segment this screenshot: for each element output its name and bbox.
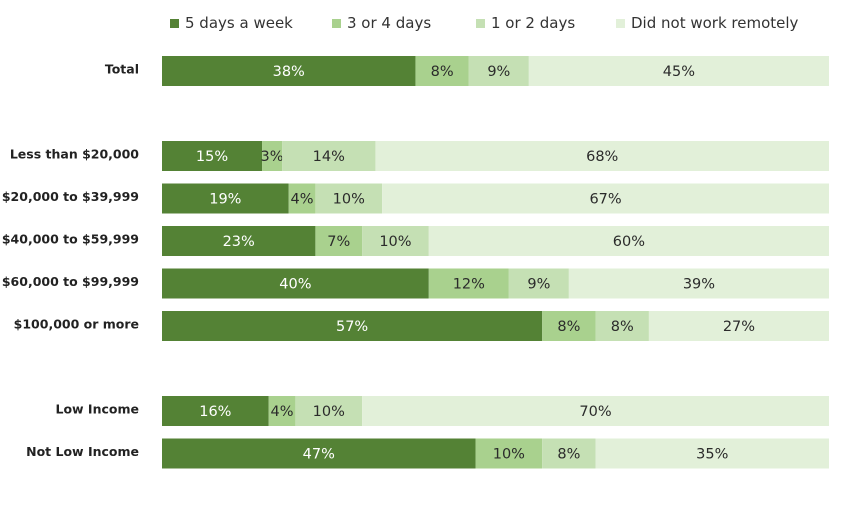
- row-label: Not Low Income: [26, 444, 139, 459]
- data-label: 27%: [723, 319, 755, 335]
- data-label: 8%: [431, 64, 454, 80]
- bar-segment: [528, 56, 829, 86]
- bar-segment: [382, 183, 829, 214]
- bar-segment: [362, 226, 429, 256]
- bar-segment: [648, 311, 829, 341]
- data-label: 47%: [303, 447, 335, 463]
- data-label: 14%: [313, 149, 345, 165]
- data-label: 40%: [279, 277, 311, 293]
- data-label: 19%: [209, 192, 241, 208]
- bar-segment: [595, 438, 829, 469]
- bar-segment: [415, 56, 469, 86]
- bar-segment: [428, 268, 509, 299]
- data-label: 8%: [557, 447, 580, 463]
- bar-segment: [162, 183, 289, 214]
- data-label: 8%: [557, 319, 580, 335]
- bar-segment: [162, 141, 263, 171]
- data-label: 45%: [663, 64, 695, 80]
- legend-item-3-4-days: 3 or 4 days: [332, 12, 431, 34]
- legend-swatch: [476, 18, 485, 28]
- data-label: 60%: [613, 234, 645, 250]
- row-label: Less than $20,000: [10, 147, 139, 162]
- legend-label: 5 days a week: [185, 14, 293, 32]
- bar-segment: [295, 396, 363, 426]
- bar-segment: [508, 268, 569, 299]
- legend-swatch: [616, 18, 625, 28]
- data-label: 10%: [313, 404, 345, 420]
- bar-segment: [375, 141, 829, 171]
- row-label: $60,000 to $99,999: [2, 274, 139, 289]
- data-label: 12%: [453, 277, 485, 293]
- bar-segment: [315, 183, 383, 214]
- data-label: 67%: [589, 192, 621, 208]
- data-label: 8%: [611, 319, 634, 335]
- bar-segment: [288, 183, 316, 214]
- legend-swatch: [170, 18, 179, 28]
- bar-segment: [542, 311, 596, 341]
- row-label: $40,000 to $59,999: [2, 232, 139, 247]
- data-label: 38%: [273, 64, 305, 80]
- bar-segment: [568, 268, 829, 299]
- data-label: 3%: [261, 149, 284, 165]
- bar-segment: [362, 396, 829, 426]
- bar-segment: [282, 141, 376, 171]
- legend-label: Did not work remotely: [631, 14, 799, 32]
- bar-segment: [542, 438, 596, 469]
- data-label: 10%: [333, 192, 365, 208]
- bar-segment: [162, 226, 316, 256]
- row-label: $20,000 to $39,999: [2, 189, 139, 204]
- bar-segment: [162, 268, 429, 299]
- row-label: $100,000 or more: [14, 317, 139, 332]
- data-label: 68%: [586, 149, 618, 165]
- data-label: 15%: [196, 149, 228, 165]
- bar-segment: [268, 396, 296, 426]
- data-label: 10%: [379, 234, 411, 250]
- legend-item-5-days: 5 days a week: [170, 12, 293, 34]
- data-label: 4%: [271, 404, 294, 420]
- bar-segment: [262, 141, 283, 171]
- data-label: 4%: [291, 192, 314, 208]
- legend: 5 days a week 3 or 4 days 1 or 2 days Di…: [0, 12, 850, 34]
- bar-segment: [475, 438, 543, 469]
- data-label: 9%: [487, 64, 510, 80]
- bar-segment: [162, 56, 416, 86]
- data-label: 70%: [579, 404, 611, 420]
- bar-segment: [595, 311, 649, 341]
- data-label: 9%: [527, 277, 550, 293]
- bar-segment: [162, 396, 269, 426]
- data-label: 10%: [493, 447, 525, 463]
- data-label: 23%: [223, 234, 255, 250]
- row-label: Total: [105, 62, 139, 77]
- data-label: 57%: [336, 319, 368, 335]
- legend-swatch: [332, 18, 341, 28]
- row-label: Low Income: [55, 402, 139, 417]
- bar-segment: [315, 226, 363, 256]
- data-label: 16%: [199, 404, 231, 420]
- legend-item-1-2-days: 1 or 2 days: [476, 12, 575, 34]
- bar-segment: [162, 311, 543, 341]
- bar-segment: [428, 226, 829, 256]
- bar-segment: [468, 56, 529, 86]
- bar-segment: [162, 438, 476, 469]
- legend-label: 1 or 2 days: [491, 14, 576, 32]
- data-label: 39%: [683, 277, 715, 293]
- legend-item-did-not-work: Did not work remotely: [616, 12, 798, 34]
- legend-label: 3 or 4 days: [347, 14, 432, 32]
- data-label: 7%: [327, 234, 350, 250]
- data-label: 35%: [696, 447, 728, 463]
